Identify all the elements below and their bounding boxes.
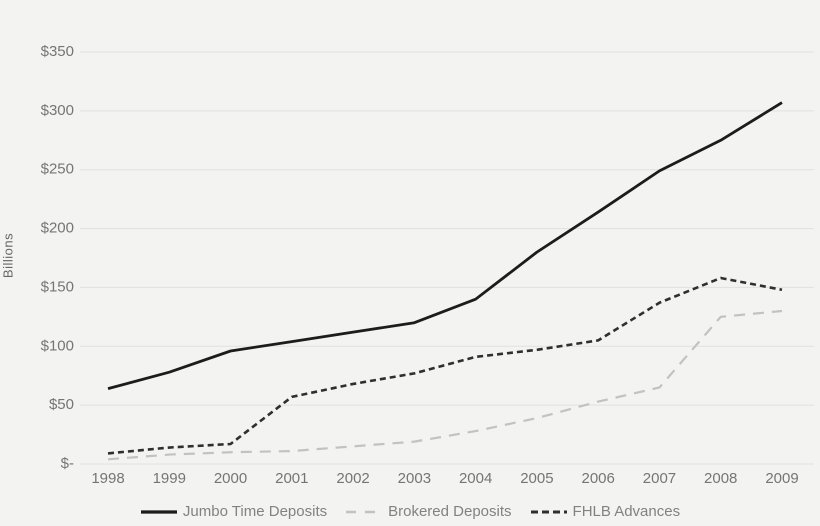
x-tick-label: 2009 xyxy=(765,470,798,487)
legend-item-jumbo-time-deposits: Jumbo Time Deposits xyxy=(140,503,327,520)
legend-label: Brokered Deposits xyxy=(388,503,512,520)
y-tick-label: $100 xyxy=(41,337,74,354)
y-tick-label: $- xyxy=(61,455,74,472)
x-tick-label: 1999 xyxy=(153,470,186,487)
x-tick-label: 2008 xyxy=(704,470,737,487)
y-tick-label: $150 xyxy=(41,278,74,295)
y-tick-label: $350 xyxy=(41,43,74,60)
y-tick-label: $200 xyxy=(41,220,74,237)
legend-item-fhlb-advances: FHLB Advances xyxy=(530,503,681,520)
x-tick-label: 2006 xyxy=(581,470,614,487)
y-tick-label: $250 xyxy=(41,161,74,178)
legend-line-swatch xyxy=(346,510,383,513)
chart-canvas: $- $50 $100 $150 $200 $250 $300 $350 1998 1999 200… xyxy=(41,43,814,487)
series-line-fhlb-advances xyxy=(107,276,783,455)
x-tick-label: 2002 xyxy=(336,470,369,487)
x-tick-label: 1998 xyxy=(91,470,124,487)
legend-label: FHLB Advances xyxy=(572,503,681,520)
x-tick-label: 2005 xyxy=(520,470,553,487)
y-tick-label: $50 xyxy=(49,396,74,413)
y-tick-label: $300 xyxy=(41,102,74,119)
series-line-jumbo-time-deposits xyxy=(107,101,783,391)
chart-legend: Jumbo Time Deposits Brokered Deposits FHLB… xyxy=(0,503,820,520)
x-tick-label: 2007 xyxy=(643,470,676,487)
legend-line-swatch xyxy=(530,510,567,513)
x-tick-label: 2004 xyxy=(459,470,492,487)
series-line-brokered-deposits xyxy=(107,309,783,461)
legend-label: Jumbo Time Deposits xyxy=(182,503,328,520)
x-tick-label: 2003 xyxy=(398,470,431,487)
x-tick-label: 2001 xyxy=(275,470,308,487)
legend-item-brokered-deposits: Brokered Deposits xyxy=(345,503,512,520)
x-tick-label: 2000 xyxy=(214,470,247,487)
legend-line-swatch xyxy=(140,509,177,514)
